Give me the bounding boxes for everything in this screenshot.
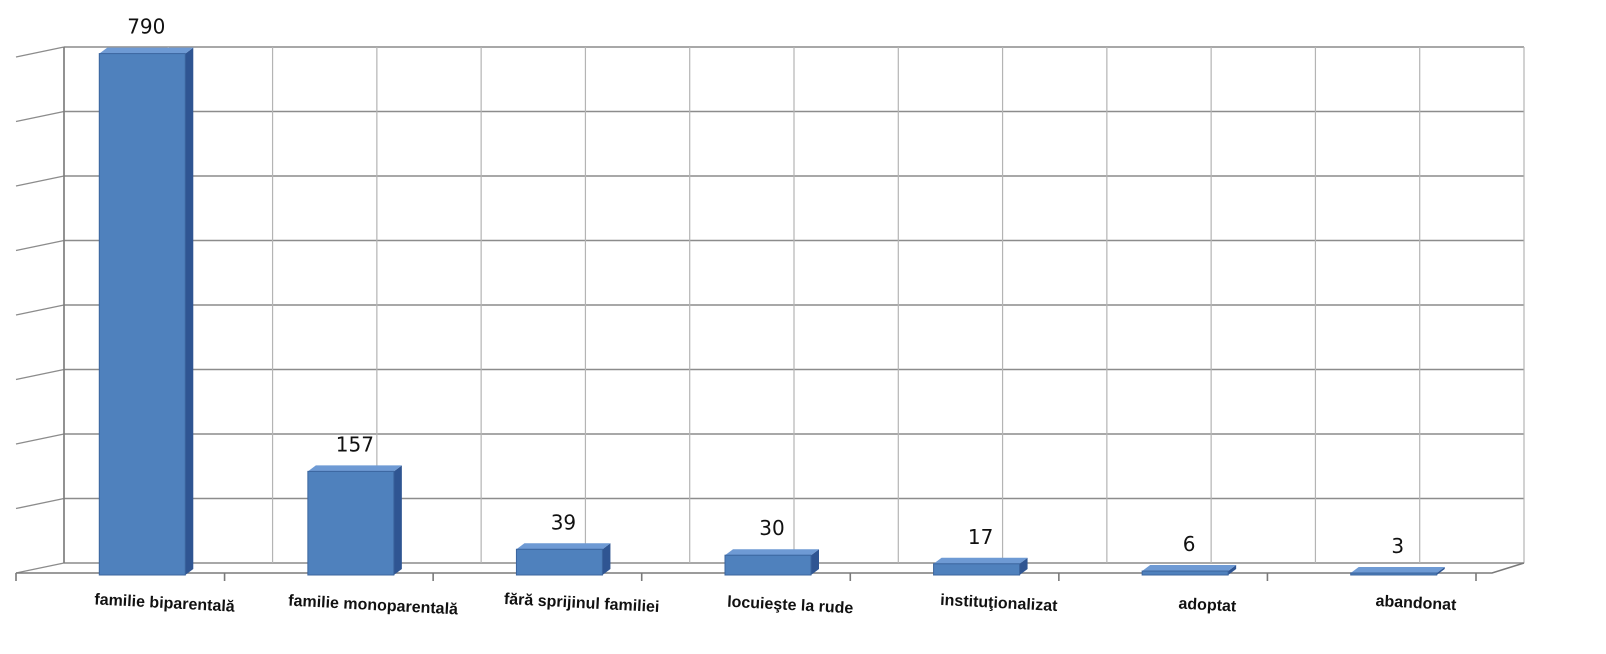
data-label: 39 [551,510,576,534]
chart-labels: 790 familie biparentală 157 familie monopar… [94,15,1458,619]
chart-grid [15,46,1525,581]
category-label: locuieşte la rude [727,594,854,618]
bar-top [516,543,611,550]
side-gridline [15,433,65,445]
side-gridline [15,304,65,316]
floor-edge [16,562,1525,574]
category-label: fără sprijinul familiei [504,591,660,616]
data-label: 17 [968,525,993,549]
data-label: 6 [1183,532,1196,556]
data-label: 790 [127,15,165,39]
bar-top [725,549,819,556]
chart-bars [98,47,1445,576]
bar [307,470,395,576]
bar-side [393,465,402,575]
side-gridline [15,368,65,381]
category-label: instituţionalizat [940,592,1059,615]
bar [933,563,1021,576]
bar [724,554,812,576]
side-gridline [15,110,65,123]
bar-top [99,47,194,54]
category-label: familie monoparentală [288,593,459,619]
category-label: adoptat [1178,596,1237,616]
bar [1350,572,1438,576]
side-gridline [15,497,65,510]
bar-side [1019,557,1028,575]
side-gridline [15,239,65,252]
bar-top [307,465,402,472]
bar-side [602,543,611,575]
bar-top [1142,565,1237,572]
side-gridline [15,175,65,187]
bar [1141,570,1229,576]
bar-side [1228,565,1237,575]
bar [515,548,603,576]
data-label: 3 [1391,534,1404,558]
bar-side [1436,567,1445,575]
category-label: abandonat [1375,593,1457,614]
bar-side [811,549,819,575]
category-label: familie biparentală [94,591,235,615]
data-label: 157 [336,432,374,456]
bar-top [933,557,1028,564]
side-gridline [15,562,65,574]
bar-top [1350,567,1445,574]
side-gridline [15,46,65,58]
bar-side [185,47,194,576]
bar [98,53,186,576]
data-label: 30 [759,516,784,540]
